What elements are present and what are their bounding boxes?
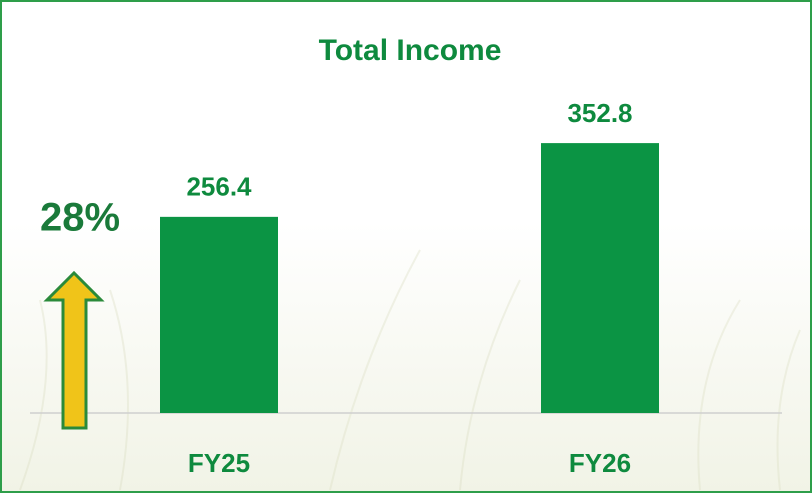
chart-title: Total Income	[319, 34, 502, 67]
x-tick-label: FY26	[569, 448, 631, 478]
bar	[541, 143, 659, 413]
growth-arrow	[43, 270, 105, 430]
bar	[160, 216, 278, 413]
x-tick-label: FY25	[188, 448, 250, 478]
growth-annotation: 28%	[40, 196, 120, 240]
value-label: 256.4	[186, 172, 252, 202]
value-label: 352.8	[567, 98, 632, 128]
wheat-decoration	[19, 249, 801, 491]
